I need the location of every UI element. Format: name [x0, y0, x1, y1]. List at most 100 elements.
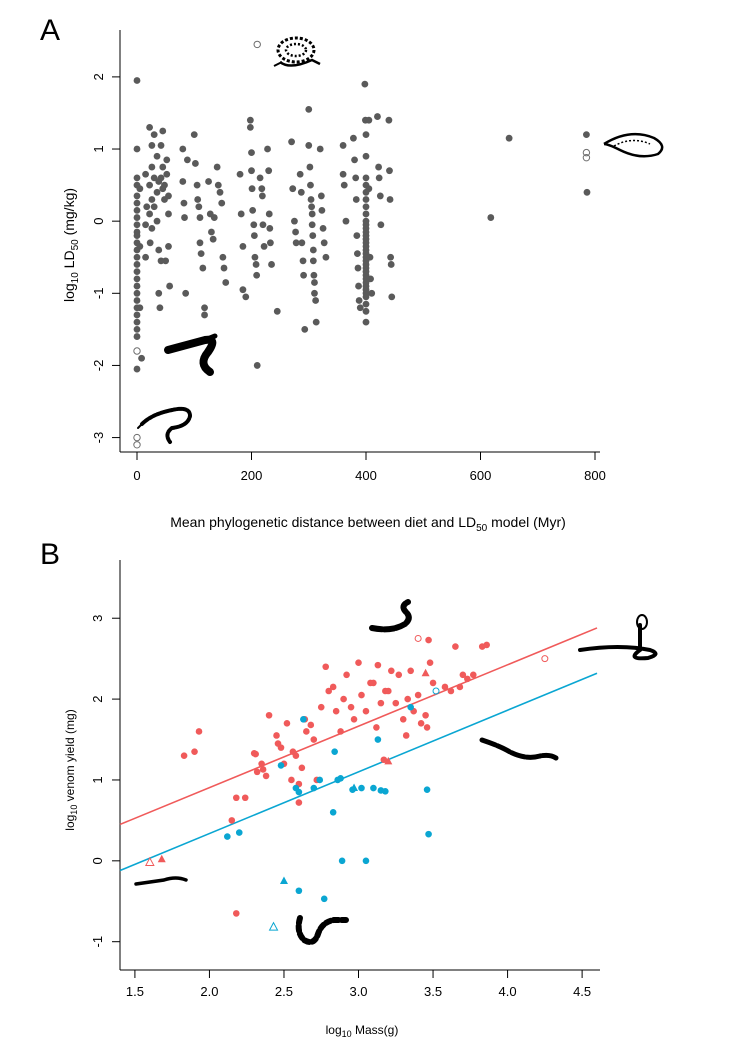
panel-a-data-point	[179, 178, 187, 185]
panel-a-data-point	[362, 131, 370, 138]
panel-b-blue-filled-circle-point	[235, 829, 243, 836]
panel-a-letter: A	[40, 14, 61, 47]
panel-a-data-point	[505, 134, 513, 142]
panel-b-blue-filled-triangle-point	[279, 876, 288, 885]
panel-a-data-point	[305, 142, 313, 149]
panel-a-data-point	[339, 170, 347, 178]
panel-a-data-point	[308, 210, 316, 218]
panel-b-red-filled-circle-point	[404, 695, 412, 703]
panel-b-red-filled-circle-point	[362, 707, 370, 715]
panel-a-data-point	[153, 152, 161, 160]
panel-b-red-filled-circle-point	[385, 687, 392, 695]
panel-b-red-filled-circle-point	[447, 687, 455, 695]
panel-b-red-open-circle-point	[414, 634, 422, 642]
panel-a-data-point	[386, 167, 393, 175]
panel-a-data-point	[365, 185, 373, 193]
panel-a-data-point	[208, 228, 215, 236]
panel-a-data-point	[320, 239, 328, 247]
panel-a-y-tick-label: -3	[91, 432, 106, 444]
panel-a-data-point	[148, 196, 156, 203]
panel-a-data-point	[133, 282, 141, 290]
panel-a-data-point	[362, 203, 370, 211]
panel-a-data-point	[309, 246, 317, 254]
panel-a-x-tick-label: 600	[470, 468, 492, 483]
banded-coral-snake-icon	[295, 915, 349, 945]
panel-b-blue-filled-circle-point	[362, 857, 370, 865]
panel-b-red-filled-circle-point	[265, 711, 273, 719]
panel-a-data-point	[308, 221, 316, 229]
panel-a-data-point	[146, 181, 153, 189]
panel-a-data-point	[133, 289, 141, 297]
panel-b-blue-filled-circle-point	[370, 784, 377, 792]
panel-a-data-point	[258, 192, 266, 200]
panel-b-red-filled-circle-point	[414, 691, 422, 699]
panel-a-data-point	[362, 318, 370, 326]
panel-a-data-point	[150, 174, 158, 182]
panel-b-red-filled-circle-point	[337, 728, 344, 735]
panel-b-red-filled-circle-point	[355, 659, 362, 667]
panel-a-data-point	[246, 123, 254, 131]
panel-a-data-point	[309, 232, 317, 239]
panel-a-data-point	[148, 142, 156, 149]
panel-a-data-point	[136, 304, 144, 312]
panel-b-red-filled-circle-point	[347, 703, 355, 711]
panel-b-red-filled-circle-point	[425, 636, 432, 644]
panel-a-data-point	[307, 196, 315, 203]
panel-a-y-tick-label: 0	[91, 218, 106, 225]
panel-a-data-point	[246, 116, 254, 124]
panel-a-data-point	[138, 354, 145, 362]
panel-a-open-data-point	[133, 347, 141, 355]
striped-snake-mid-icon	[479, 737, 559, 761]
coiled-snake-top-icon	[273, 36, 321, 67]
panel-a-data-point	[146, 210, 153, 218]
panel-a-open-data-point	[582, 148, 591, 157]
panel-b-y-tick-label: 2	[90, 695, 105, 702]
panel-a-data-point	[133, 145, 141, 153]
panel-a-y-tick-label: -2	[91, 360, 106, 372]
panel-a-data-point	[374, 113, 381, 120]
panel-b-red-regression-line	[119, 627, 598, 826]
panel-b-red-filled-circle-point	[191, 748, 198, 755]
panel-b-red-filled-circle-point	[288, 776, 295, 784]
elapid-snake-icon	[164, 333, 218, 376]
panel-b-red-filled-circle-point	[422, 711, 429, 719]
panel-a-data-point	[250, 221, 258, 229]
panel-a-data-point	[162, 257, 170, 265]
panel-a-data-point	[166, 282, 174, 290]
panel-b-red-open-circle-point	[541, 655, 549, 663]
panel-a-data-point	[180, 199, 188, 207]
panel-a-data-point	[299, 257, 307, 265]
panel-a-data-point	[487, 214, 495, 221]
panel-a-data-point	[361, 80, 369, 88]
panel-a-data-point	[133, 221, 141, 229]
panel-a-data-point	[289, 185, 297, 193]
panel-b-blue-filled-circle-point	[425, 830, 432, 838]
panel-a-data-point	[214, 181, 222, 189]
panel-a-data-point	[133, 268, 141, 276]
panel-a-data-point	[142, 253, 149, 261]
panel-b-red-filled-circle-point	[307, 721, 315, 729]
panel-a-data-point	[296, 170, 304, 178]
panel-b-red-filled-circle-point	[258, 760, 265, 768]
panel-b-red-filled-circle-point	[343, 671, 350, 679]
panel-a-data-point	[362, 196, 370, 203]
panel-a-data-point	[352, 174, 360, 182]
panel-b-x-tick-label: 4.0	[499, 984, 517, 999]
panel-a-data-point	[165, 243, 172, 250]
panel-b-blue-filled-circle-point	[320, 895, 328, 903]
panel-a-data-point	[258, 185, 266, 193]
panel-a-data-point	[218, 199, 226, 207]
panel-a-data-point	[133, 199, 141, 207]
panel-b: 1.5 2.0 2.5 3.0 3.5 4.0 4.5 -1 0 1 2 3 log10 Mass(…	[63, 560, 658, 1039]
panel-a-open-data-point	[582, 153, 591, 162]
panel-b-red-filled-circle-point	[259, 766, 267, 773]
panel-b-red-filled-circle-point	[395, 671, 403, 679]
panel-a-x-tick-label: 800	[584, 468, 606, 483]
panel-b-red-filled-circle-point	[228, 817, 236, 824]
panel-a-data-point	[377, 221, 385, 229]
panel-b-blue-filled-circle-point	[423, 786, 431, 793]
panel-a-data-point	[133, 311, 141, 319]
panel-a-data-point	[194, 196, 202, 203]
kingsnake-icon	[369, 599, 412, 633]
panel-a-data-point	[253, 271, 261, 279]
